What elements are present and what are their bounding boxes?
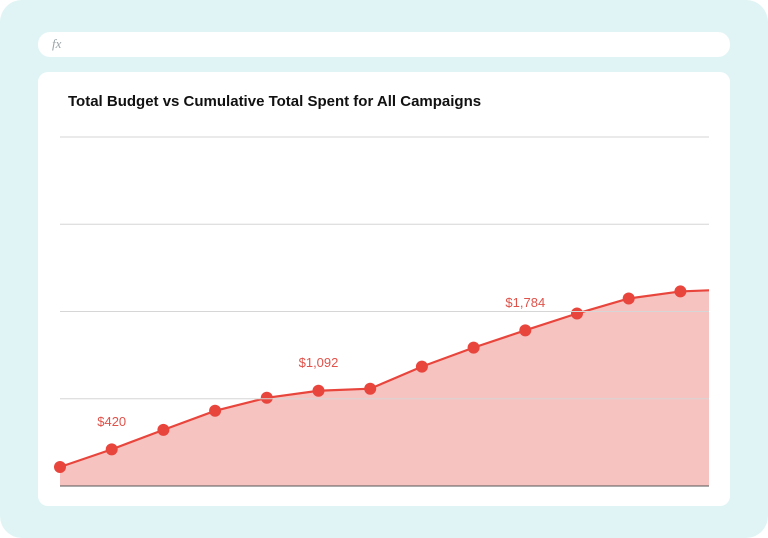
point <box>364 382 377 395</box>
point <box>260 391 273 404</box>
point <box>54 460 66 473</box>
data-label: $1,784 <box>505 295 545 310</box>
point <box>105 443 118 456</box>
chart-title: Total Budget vs Cumulative Total Spent f… <box>68 93 481 110</box>
point <box>312 384 325 397</box>
area <box>60 290 709 486</box>
data-label: $420 <box>97 414 126 429</box>
point <box>157 423 170 436</box>
point <box>571 307 583 320</box>
formula-bar[interactable] <box>38 32 730 57</box>
point <box>674 285 687 298</box>
point <box>209 404 222 417</box>
fx-label: fx <box>52 36 62 51</box>
plot <box>54 285 709 486</box>
point <box>519 324 532 337</box>
point <box>622 292 635 305</box>
point <box>415 360 428 373</box>
point <box>467 341 480 354</box>
data-label: $1,092 <box>299 355 339 370</box>
line <box>59 289 709 469</box>
